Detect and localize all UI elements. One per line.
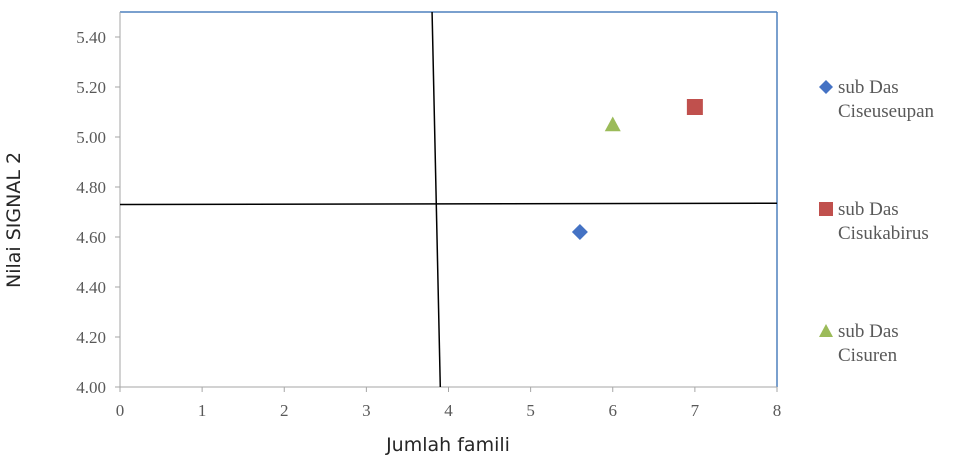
y-tick-label: 5.00 <box>76 128 106 147</box>
y-tick-label: 4.00 <box>76 378 106 397</box>
y-axis-title: Nilai SIGNAL 2 <box>3 152 25 288</box>
legend: sub Das Ciseuseupan sub Das Cisukabirus sub … <box>819 77 935 366</box>
x-tick-label: 4 <box>444 401 453 420</box>
x-tick-label: 0 <box>116 401 125 420</box>
legend-label-line1: sub Das <box>838 321 899 342</box>
reference-lines <box>119 11 778 388</box>
x-axis-title: Jumlah famili <box>385 434 510 456</box>
y-tick-label: 5.40 <box>76 28 106 47</box>
x-tick-label: 8 <box>773 401 782 420</box>
plot-frame <box>119 11 778 388</box>
x-tick-label: 3 <box>362 401 371 420</box>
legend-label-line1: sub Das <box>838 77 899 98</box>
y-tick-label: 4.80 <box>76 178 106 197</box>
x-tick-label: 5 <box>526 401 535 420</box>
data-points <box>571 99 703 240</box>
y-tick-label: 5.20 <box>76 78 106 97</box>
y-tick-label: 4.60 <box>76 228 106 247</box>
horizontal-reference-line <box>119 202 778 206</box>
y-tick-label: 4.40 <box>76 278 106 297</box>
x-tick-label: 6 <box>609 401 618 420</box>
legend-marker-square <box>819 202 833 216</box>
x-axis-ticks: 0 1 2 3 4 5 6 7 8 <box>116 387 782 420</box>
legend-label-line2: Cisuren <box>838 345 898 366</box>
legend-label-line2: Ciseuseupan <box>838 101 935 122</box>
data-point-triangle <box>604 116 621 132</box>
legend-marker-diamond <box>819 80 833 94</box>
x-tick-label: 2 <box>280 401 289 420</box>
x-tick-label: 1 <box>198 401 207 420</box>
legend-label-line1: sub Das <box>838 199 899 220</box>
legend-label-line2: Cisukabirus <box>838 223 929 244</box>
x-tick-label: 7 <box>691 401 700 420</box>
y-tick-label: 4.20 <box>76 328 106 347</box>
y-axis-ticks: 4.00 4.20 4.40 4.60 4.80 5.00 5.20 5.40 <box>76 28 120 397</box>
legend-marker-triangle <box>819 324 833 337</box>
data-point-square <box>686 99 703 115</box>
data-point-diamond <box>571 224 588 240</box>
vertical-reference-line <box>431 11 442 388</box>
